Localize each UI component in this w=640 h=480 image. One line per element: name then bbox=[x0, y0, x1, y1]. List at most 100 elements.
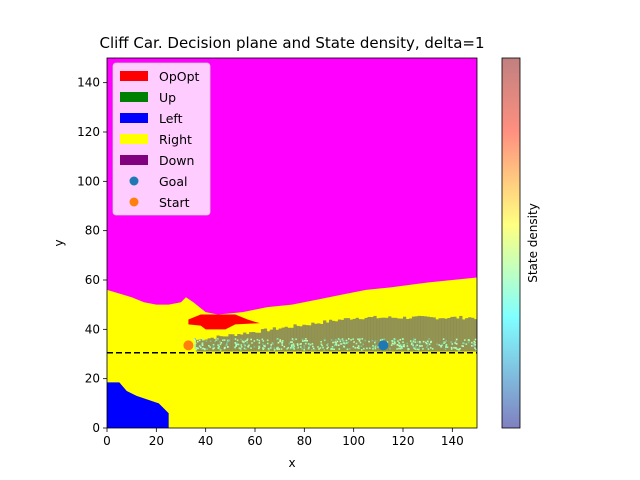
density-point bbox=[444, 348, 447, 351]
colorbar bbox=[501, 57, 521, 429]
density-point bbox=[372, 344, 374, 347]
density-cell bbox=[450, 316, 454, 352]
density-point bbox=[292, 339, 295, 341]
density-cell bbox=[240, 334, 244, 352]
density-point bbox=[266, 342, 269, 345]
density-point bbox=[398, 347, 400, 350]
density-point bbox=[226, 344, 228, 346]
density-point bbox=[238, 347, 241, 350]
density-cell bbox=[228, 334, 232, 352]
density-point bbox=[413, 347, 415, 350]
density-cell bbox=[275, 329, 279, 352]
density-point bbox=[323, 349, 326, 351]
density-point bbox=[398, 342, 400, 344]
density-point bbox=[218, 347, 220, 350]
density-point bbox=[336, 340, 339, 343]
density-point bbox=[299, 346, 302, 348]
density-cell bbox=[379, 317, 383, 352]
density-cell bbox=[355, 317, 359, 352]
density-cell bbox=[249, 332, 253, 352]
density-cell bbox=[287, 327, 291, 352]
density-point bbox=[354, 347, 357, 349]
density-point bbox=[279, 339, 282, 341]
density-point bbox=[401, 344, 403, 346]
density-point bbox=[337, 338, 340, 340]
density-point bbox=[198, 345, 201, 347]
density-point bbox=[461, 345, 463, 347]
density-point bbox=[471, 344, 473, 347]
density-cell bbox=[444, 318, 448, 352]
density-cell bbox=[435, 319, 439, 352]
density-point bbox=[374, 341, 376, 344]
density-point bbox=[419, 340, 421, 343]
density-cell bbox=[382, 317, 386, 352]
density-point bbox=[291, 341, 293, 343]
density-point bbox=[308, 346, 310, 349]
x-tick-label: 20 bbox=[149, 434, 164, 448]
density-point bbox=[397, 340, 399, 342]
density-point bbox=[234, 346, 236, 349]
density-point bbox=[407, 348, 409, 351]
density-point bbox=[319, 347, 322, 349]
density-point bbox=[442, 338, 445, 340]
density-point bbox=[253, 346, 256, 348]
density-point bbox=[258, 339, 261, 342]
density-cell bbox=[314, 323, 318, 352]
density-cell bbox=[260, 329, 265, 352]
density-point bbox=[222, 339, 224, 341]
density-point bbox=[327, 343, 329, 345]
density-point bbox=[390, 344, 393, 346]
density-point bbox=[442, 341, 445, 343]
density-cell bbox=[370, 317, 374, 352]
density-point bbox=[438, 344, 440, 346]
density-point bbox=[374, 344, 377, 347]
density-point bbox=[205, 340, 208, 342]
density-point bbox=[212, 347, 214, 350]
goal-marker bbox=[378, 340, 389, 351]
density-cell bbox=[438, 318, 442, 352]
density-point bbox=[467, 341, 470, 344]
density-point bbox=[374, 347, 377, 350]
density-cell bbox=[361, 319, 365, 352]
density-cell bbox=[231, 334, 235, 352]
density-point bbox=[318, 348, 320, 350]
density-point bbox=[412, 345, 414, 348]
density-cell bbox=[237, 334, 241, 352]
density-point bbox=[286, 347, 289, 350]
density-point bbox=[374, 346, 377, 348]
density-point bbox=[429, 347, 432, 349]
density-point bbox=[196, 340, 199, 343]
density-point bbox=[393, 341, 396, 343]
density-point bbox=[343, 342, 346, 345]
density-cell bbox=[453, 316, 457, 352]
density-point bbox=[431, 348, 434, 350]
density-point bbox=[450, 341, 453, 343]
density-point bbox=[242, 341, 244, 343]
colorbar-label: State density bbox=[526, 203, 540, 283]
density-point bbox=[258, 346, 261, 349]
density-point bbox=[474, 341, 476, 344]
density-point bbox=[339, 340, 342, 343]
density-cell bbox=[302, 324, 306, 352]
density-point bbox=[451, 343, 454, 345]
density-point bbox=[345, 339, 348, 342]
density-point bbox=[341, 338, 344, 340]
density-point bbox=[414, 348, 417, 350]
density-point bbox=[293, 345, 295, 348]
density-point bbox=[338, 348, 341, 350]
density-point bbox=[468, 339, 470, 342]
density-point bbox=[281, 344, 284, 346]
density-point bbox=[195, 348, 198, 351]
density-cell bbox=[204, 339, 208, 352]
density-point bbox=[199, 346, 202, 349]
density-point bbox=[368, 340, 370, 343]
density-point bbox=[320, 340, 322, 343]
density-cell bbox=[388, 316, 392, 352]
density-point bbox=[262, 347, 264, 349]
density-point bbox=[261, 338, 264, 341]
density-point bbox=[396, 348, 398, 350]
density-point bbox=[427, 342, 430, 344]
density-point bbox=[410, 343, 413, 346]
x-axis-label: x bbox=[288, 456, 295, 470]
